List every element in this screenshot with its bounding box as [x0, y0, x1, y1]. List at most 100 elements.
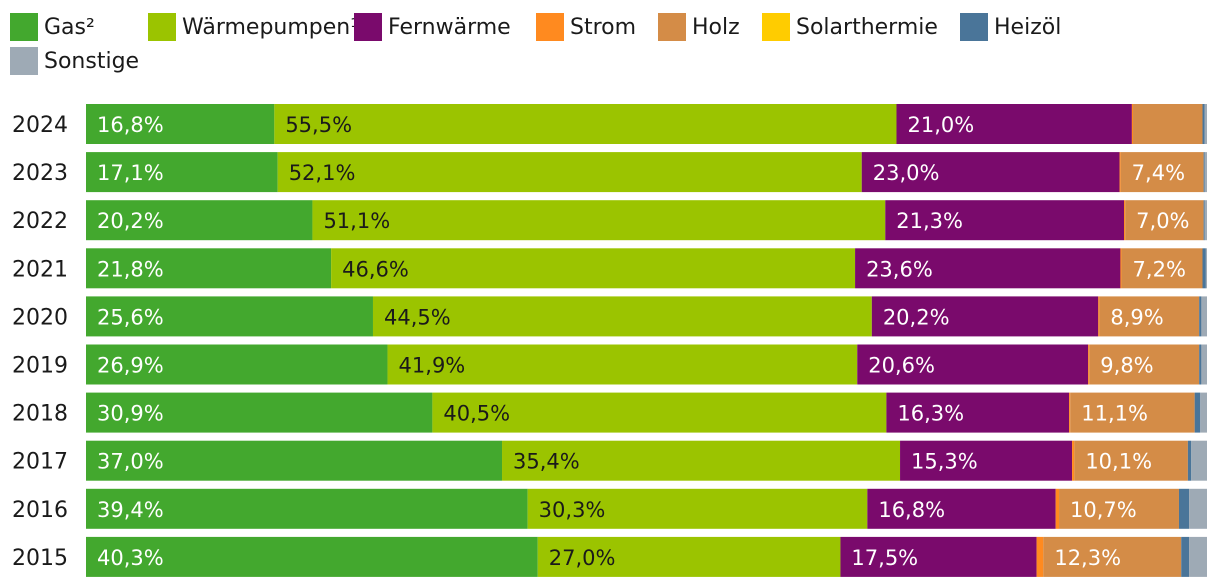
bar-segment-holz [1059, 488, 1179, 529]
year-label: 2015 [12, 546, 68, 571]
legend-swatch [10, 47, 38, 75]
legend-label: Solarthermie [796, 14, 938, 40]
bar-segment-strom [1072, 440, 1075, 481]
legend-swatch [354, 13, 382, 41]
data-label: 46,6% [342, 257, 409, 281]
bar-segment-fernwärme [840, 536, 1037, 577]
bar-segment-sonstige [1189, 536, 1207, 577]
bar-segment-gas [86, 104, 275, 144]
bar-segment-fernwärme [900, 440, 1073, 481]
bar-segment-fernwärme [896, 104, 1132, 144]
data-label: 7,2% [1133, 257, 1186, 281]
data-label: 20,2% [97, 209, 164, 233]
data-label: 41,9% [399, 354, 466, 378]
year-label: 2022 [12, 209, 68, 234]
bar-segment-sonstige [1205, 248, 1207, 289]
bar-segment-heizöl [1199, 344, 1202, 385]
bar-segment-heizöl [1194, 392, 1201, 433]
data-label: 16,8% [97, 113, 164, 137]
year-label: 2023 [12, 161, 68, 186]
bar-segment-strom [1069, 392, 1071, 433]
data-label: 17,1% [97, 161, 164, 185]
bar-segment-holz [1133, 104, 1203, 144]
legend-item-fernwärme: Fernwärme [354, 10, 511, 44]
bar-segment-gas [86, 488, 528, 529]
data-label: 37,0% [97, 450, 164, 474]
bar-segment-wärmepumpen [527, 488, 868, 529]
bar-segment-fernwärme [855, 248, 1121, 289]
data-label: 30,3% [539, 498, 606, 522]
data-label: 40,3% [97, 546, 164, 570]
bar-segment-strom [1036, 536, 1044, 577]
bar-segment-wärmepumpen [277, 152, 862, 193]
year-label: 2019 [12, 354, 68, 379]
data-label: 51,1% [323, 209, 390, 233]
data-label: 12,3% [1054, 546, 1121, 570]
data-label: 26,9% [97, 354, 164, 378]
bar-segment-strom [1124, 200, 1126, 241]
legend-swatch [10, 13, 38, 41]
bar-segment-strom [1055, 488, 1060, 529]
legend-label: Heizöl [994, 14, 1062, 40]
year-label: 2016 [12, 498, 68, 523]
bar-segment-heizöl [1187, 440, 1192, 481]
data-label: 27,0% [549, 546, 616, 570]
bar-segment-heizöl [1203, 200, 1205, 241]
data-label: 25,6% [97, 305, 164, 329]
bar-segment-strom [1119, 152, 1121, 193]
legend-swatch [658, 13, 686, 41]
bar-segment-sonstige [1189, 488, 1207, 529]
data-label: 23,6% [866, 257, 933, 281]
legend-label: Strom [570, 14, 637, 40]
data-label: 52,1% [289, 161, 356, 185]
bar-segment-wärmepumpen [274, 104, 897, 144]
data-label: 23,0% [873, 161, 940, 185]
legend-label: Wärmepumpen¹ [182, 14, 360, 40]
bar-segment-holz [1043, 536, 1182, 577]
data-label: 21,3% [896, 209, 963, 233]
bar-segment-strom [1098, 296, 1100, 337]
data-label: 35,4% [513, 450, 580, 474]
bar-segment-holz [1125, 200, 1204, 241]
bar-segment-sonstige [1201, 296, 1207, 337]
bar-segment-wärmepumpen [432, 392, 887, 433]
bar-segment-heizöl [1203, 152, 1205, 193]
bar-segment-holz [1074, 440, 1188, 481]
data-label: 55,5% [285, 113, 352, 137]
bar-segment-fernwärme [885, 200, 1125, 241]
bar-segment-wärmepumpen [331, 248, 856, 289]
data-label: 16,8% [878, 498, 945, 522]
bar-segment-gas [86, 200, 313, 241]
data-label: 20,6% [868, 354, 935, 378]
legend-item-solarthermie: Solarthermie [762, 10, 938, 44]
data-label: 10,7% [1070, 498, 1137, 522]
bar-segment-fernwärme [871, 296, 1099, 337]
data-label: 11,1% [1081, 402, 1148, 426]
bar-segment-gas [86, 392, 433, 433]
data-label: 7,0% [1136, 209, 1189, 233]
bar-segment-strom [1131, 104, 1134, 144]
bar-segment-holz [1121, 248, 1203, 289]
data-label: 21,8% [97, 257, 164, 281]
data-label: 7,4% [1132, 161, 1185, 185]
data-label: 8,9% [1110, 305, 1163, 329]
bar-segment-holz [1089, 344, 1200, 385]
bar-segment-holz [1120, 152, 1204, 193]
bar-segment-wärmepumpen [502, 440, 901, 481]
data-label: 20,2% [883, 305, 950, 329]
legend-swatch [536, 13, 564, 41]
data-label: 21,0% [907, 113, 974, 137]
legend-swatch [762, 13, 790, 41]
legend-label: Fernwärme [388, 14, 511, 40]
data-label: 17,5% [851, 546, 918, 570]
bar-segment-sonstige [1201, 344, 1207, 385]
bar-segment-gas [86, 152, 278, 193]
data-label: 40,5% [443, 402, 510, 426]
bar-segment-heizöl [1202, 248, 1206, 289]
year-label: 2017 [12, 450, 68, 475]
data-label: 30,9% [97, 402, 164, 426]
legend-label: Sonstige [44, 48, 140, 74]
data-label: 16,3% [897, 402, 964, 426]
bar-segment-wärmepumpen [537, 536, 841, 577]
